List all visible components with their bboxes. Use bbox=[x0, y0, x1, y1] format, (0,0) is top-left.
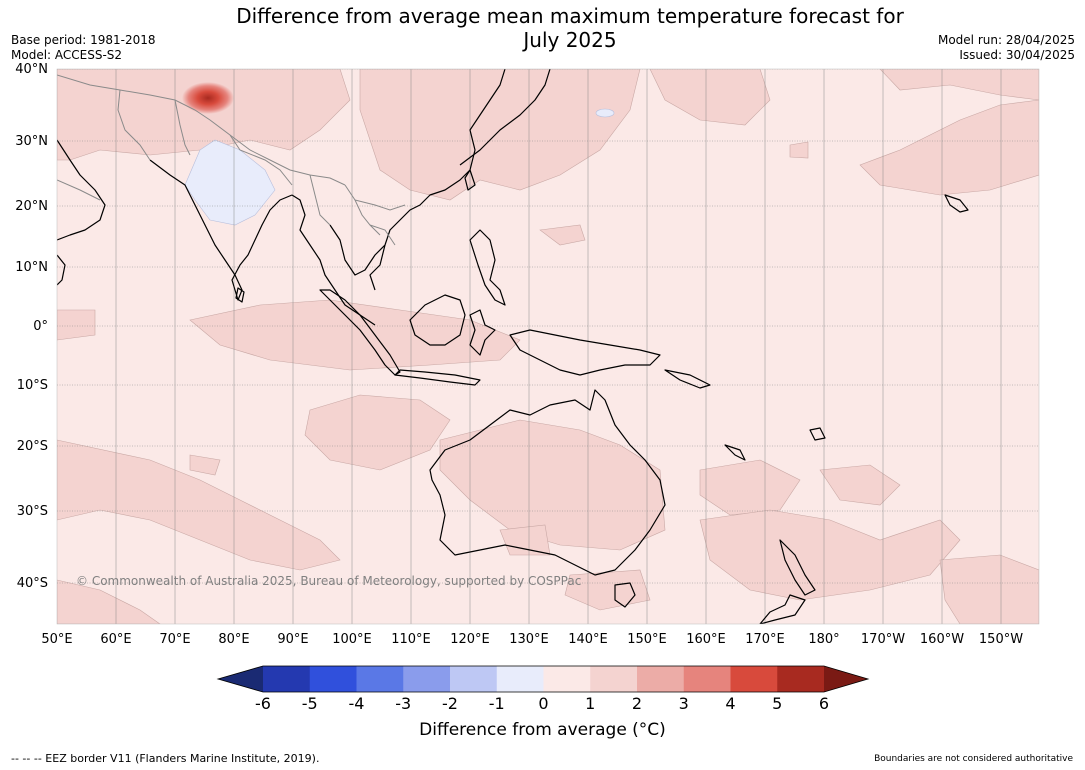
lon-label-160e: 160°E bbox=[686, 632, 726, 647]
borders bbox=[57, 74, 406, 246]
colorbar-tick-label: -1 bbox=[488, 694, 505, 713]
lon-label-160w: 160°W bbox=[919, 632, 965, 647]
colorbar-bin bbox=[543, 666, 591, 692]
lon-label-110e: 110°E bbox=[391, 632, 431, 647]
colorbar-bin bbox=[450, 666, 498, 692]
lon-label-70e: 70°E bbox=[159, 632, 191, 647]
colorbar-tick-label: 4 bbox=[725, 694, 736, 713]
lon-label-120e: 120°E bbox=[450, 632, 490, 647]
meta-right: Model run: 28/04/2025 Issued: 30/04/2025 bbox=[938, 33, 1075, 63]
model-run: Model run: 28/04/2025 bbox=[937, 33, 1075, 47]
colorbar-tick-label: -3 bbox=[395, 694, 412, 713]
colorbar-tick-label: 6 bbox=[818, 694, 830, 713]
lon-label-90e: 90°E bbox=[277, 632, 309, 647]
colorbar-tick-label: 2 bbox=[631, 694, 643, 713]
model-name: Model: ACCESS-S2 bbox=[11, 48, 123, 62]
title-line-2: July 2025 bbox=[523, 28, 617, 52]
colorbar-tick-label: 5 bbox=[772, 694, 783, 713]
cool-anomaly-small bbox=[595, 108, 615, 118]
lat-label-40n: 40°N bbox=[15, 62, 48, 77]
lat-label-10n: 10°N bbox=[15, 260, 48, 275]
colorbar-bin bbox=[683, 666, 731, 692]
colorbar-tick-label: -4 bbox=[348, 694, 365, 713]
colorbar-tick-label: -2 bbox=[442, 694, 458, 713]
cool-anomaly-india bbox=[184, 139, 276, 226]
anomaly-regions bbox=[57, 69, 1039, 624]
lat-label-30s: 30°S bbox=[16, 504, 48, 519]
lon-label-180: 180° bbox=[808, 632, 840, 647]
meta-left: Base period: 1981-2018 Model: ACCESS-S2 bbox=[11, 33, 156, 63]
lat-label-10s: 10°S bbox=[16, 378, 48, 393]
eez-legend: -- -- -- EEZ border V11 (Flanders Marine… bbox=[11, 752, 320, 765]
base-period: Base period: 1981-2018 bbox=[11, 33, 156, 47]
lon-label-50e: 50°E bbox=[41, 632, 73, 647]
page-title: Difference from average mean maximum tem… bbox=[0, 4, 1085, 52]
colorbar-extend-low bbox=[218, 666, 263, 692]
lon-label-140e: 140°E bbox=[568, 632, 608, 647]
lon-label-150w: 150°W bbox=[978, 632, 1024, 647]
graticule bbox=[57, 69, 1039, 624]
colorbar-label: Difference from average (°C) bbox=[419, 720, 666, 740]
lat-label-0: 0° bbox=[33, 319, 48, 334]
colorbar bbox=[216, 665, 870, 693]
hot-spot bbox=[182, 82, 234, 114]
lon-label-130e: 130°E bbox=[509, 632, 549, 647]
lat-label-40s: 40°S bbox=[16, 576, 48, 591]
colorbar-bin bbox=[403, 666, 451, 692]
lon-label-100e: 100°E bbox=[332, 632, 372, 647]
lon-label-60e: 60°E bbox=[100, 632, 132, 647]
lon-label-80e: 80°E bbox=[218, 632, 250, 647]
colorbar-bin bbox=[590, 666, 638, 692]
colorbar-bin bbox=[263, 666, 311, 692]
lon-label-150e: 150°E bbox=[627, 632, 667, 647]
boundary-disclaimer: Boundaries are not considered authoritat… bbox=[874, 754, 1073, 764]
issued-date: Issued: 30/04/2025 bbox=[959, 48, 1075, 62]
colorbar-bin bbox=[777, 666, 825, 692]
lon-label-170w: 170°W bbox=[860, 632, 906, 647]
colorbar-outline bbox=[216, 665, 870, 693]
title-line-1: Difference from average mean maximum tem… bbox=[236, 4, 904, 28]
lat-label-20s: 20°S bbox=[16, 439, 48, 454]
coastlines bbox=[57, 69, 969, 624]
colorbar-bin bbox=[496, 666, 544, 692]
colorbar-bin bbox=[637, 666, 685, 692]
colorbar-tick-label: 1 bbox=[585, 694, 596, 713]
colorbar-tick-label: -6 bbox=[255, 694, 271, 713]
copyright-notice: © Commonwealth of Australia 2025, Bureau… bbox=[76, 574, 582, 588]
colorbar-bin bbox=[309, 666, 357, 692]
colorbar-tick-label: -5 bbox=[301, 694, 318, 713]
lat-label-20n: 20°N bbox=[15, 199, 48, 214]
colorbar-bin bbox=[730, 666, 778, 692]
colorbar-tick-label: 0 bbox=[538, 694, 549, 713]
colorbar-extend-high bbox=[824, 666, 868, 692]
colorbar-bin bbox=[356, 666, 404, 692]
lat-label-30n: 30°N bbox=[15, 134, 48, 149]
colorbar-tick-label: 3 bbox=[678, 694, 689, 713]
lon-label-170e: 170°E bbox=[745, 632, 785, 647]
